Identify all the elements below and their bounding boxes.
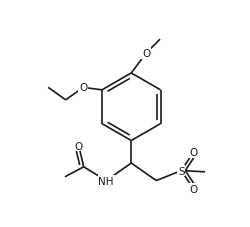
Text: S: S bbox=[178, 166, 184, 176]
Text: O: O bbox=[190, 147, 198, 157]
Text: O: O bbox=[74, 141, 83, 151]
Text: NH: NH bbox=[98, 176, 114, 186]
Text: O: O bbox=[190, 185, 198, 195]
Text: O: O bbox=[79, 83, 87, 93]
Text: O: O bbox=[142, 49, 150, 59]
